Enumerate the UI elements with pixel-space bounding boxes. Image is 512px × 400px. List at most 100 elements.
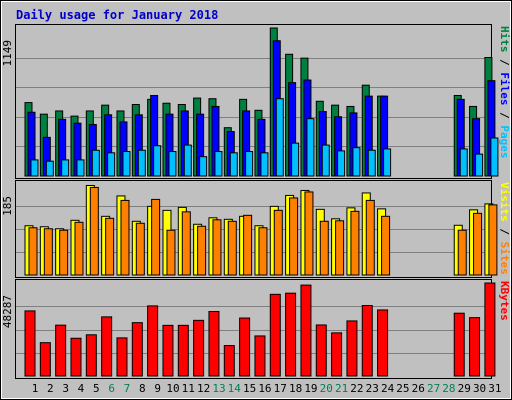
legend-entry: Visits: [498, 182, 511, 222]
y-max-label: 1149: [1, 40, 14, 67]
bar-kbytes-day-5: [85, 334, 97, 377]
x-tick-label: 3: [62, 382, 69, 395]
bar-kbytes-day-20: [315, 324, 327, 377]
panel-kbytes: 48287 KBytes: [1, 279, 511, 379]
x-tick-label: 20: [320, 382, 333, 395]
bar-pages-day-17: [275, 98, 284, 177]
bar-kbytes-day-19: [300, 284, 312, 377]
bar-sites-day-1: [28, 227, 38, 276]
x-tick-label: 14: [228, 382, 242, 395]
bar-kbytes-day-21: [331, 332, 343, 377]
bar-sites-day-31: [488, 204, 498, 276]
bar-sites-day-9: [151, 198, 161, 276]
bar-kbytes-day-17: [269, 293, 281, 377]
bar-pages-day-3: [61, 159, 70, 177]
chart-panels: 1149 Hits / Files / Pages 185 Visits / Site…: [1, 24, 511, 379]
bar-sites-day-24: [381, 215, 391, 276]
bar-kbytes-day-30: [469, 317, 481, 377]
bar-kbytes-day-31: [484, 282, 496, 377]
bar-sites-day-29: [457, 229, 467, 276]
bar-sites-day-16: [258, 227, 268, 276]
legend-kbytes: KBytes: [498, 281, 511, 321]
bar-pages-day-14: [229, 152, 238, 177]
x-tick-label: 5: [93, 382, 100, 395]
bar-pages-day-15: [245, 151, 254, 177]
bar-sites-day-22: [350, 210, 360, 276]
legend-hits-files-pages: Hits / Files / Pages: [498, 26, 511, 159]
bar-sites-day-14: [227, 220, 237, 276]
bar-kbytes-day-4: [70, 337, 82, 377]
bar-kbytes-day-10: [162, 324, 174, 377]
bar-sites-day-2: [43, 228, 53, 276]
bar-pages-day-10: [168, 151, 177, 177]
bar-sites-day-19: [304, 191, 314, 276]
bar-pages-day-21: [337, 150, 346, 177]
x-axis-ticks: 1 2 3 4 5 6 7 8 9 10 11 12 13 14 15 16 17 18 19 20 21 22 23 24 2…: [32, 382, 502, 395]
x-tick-label: 13: [212, 382, 225, 395]
bar-sites-day-13: [212, 219, 222, 276]
bar-kbytes-day-29: [453, 312, 465, 377]
bar-kbytes-day-2: [39, 342, 51, 377]
x-tick-label: 17: [274, 382, 287, 395]
bar-sites-day-17: [273, 209, 283, 276]
bar-pages-day-18: [291, 142, 300, 177]
y-max-label: 48287: [1, 295, 14, 328]
x-tick-label: 15: [243, 382, 256, 395]
legend-separator: /: [498, 53, 511, 73]
bar-kbytes-day-12: [193, 319, 205, 377]
bar-pages-day-1: [30, 159, 39, 177]
bar-kbytes-day-7: [116, 337, 128, 377]
bar-pages-day-22: [352, 147, 361, 177]
bar-kbytes-day-1: [24, 310, 36, 377]
bar-kbytes-day-24: [377, 309, 389, 377]
bar-pages-day-12: [199, 156, 208, 177]
bar-sites-day-7: [120, 199, 130, 276]
legend-entry: Sites: [498, 242, 511, 275]
x-tick-label: 23: [366, 382, 379, 395]
x-tick-label: 28: [442, 382, 455, 395]
bar-pages-day-11: [183, 144, 192, 177]
bar-sites-day-8: [135, 222, 145, 276]
legend-visits-sites: Visits / Sites: [498, 182, 511, 275]
legend-entry: Hits: [498, 26, 511, 53]
bar-pages-day-5: [91, 149, 100, 177]
bar-kbytes-day-15: [239, 317, 251, 377]
x-tick-label: 19: [304, 382, 317, 395]
bar-sites-day-23: [365, 199, 375, 276]
bar-pages-day-24: [383, 148, 392, 177]
bar-pages-day-23: [367, 149, 376, 177]
x-tick-label: 6: [108, 382, 115, 395]
x-tick-label: 24: [381, 382, 395, 395]
bar-kbytes-day-18: [285, 292, 297, 377]
bar-kbytes-day-6: [101, 316, 113, 377]
bar-pages-day-6: [107, 152, 116, 177]
bar-sites-day-20: [319, 220, 329, 276]
x-tick-label: 27: [427, 382, 440, 395]
bar-kbytes-day-14: [223, 345, 235, 377]
x-tick-label: 11: [182, 382, 195, 395]
legend-entry: KBytes: [498, 281, 511, 321]
x-tick-label: 30: [473, 382, 486, 395]
x-tick-label: 29: [458, 382, 471, 395]
bar-sites-day-10: [166, 229, 176, 276]
bar-kbytes-day-11: [177, 324, 189, 377]
x-tick-label: 18: [289, 382, 302, 395]
bar-kbytes-day-13: [208, 310, 220, 377]
bar-pages-day-13: [214, 151, 223, 177]
bar-kbytes-day-8: [131, 322, 143, 377]
bar-pages-day-9: [153, 145, 162, 177]
bar-kbytes-day-22: [346, 320, 358, 377]
bar-sites-day-21: [335, 220, 345, 276]
legend-separator: /: [498, 222, 511, 242]
x-tick-label: 2: [47, 382, 54, 395]
x-tick-label: 12: [197, 382, 210, 395]
bar-pages-day-19: [306, 118, 315, 177]
bar-pages-day-4: [76, 159, 85, 177]
x-tick-label: 8: [139, 382, 146, 395]
bar-kbytes-day-9: [147, 305, 159, 377]
bar-sites-day-11: [181, 211, 191, 276]
y-max-label: 185: [1, 196, 14, 216]
bar-pages-day-20: [321, 144, 330, 177]
